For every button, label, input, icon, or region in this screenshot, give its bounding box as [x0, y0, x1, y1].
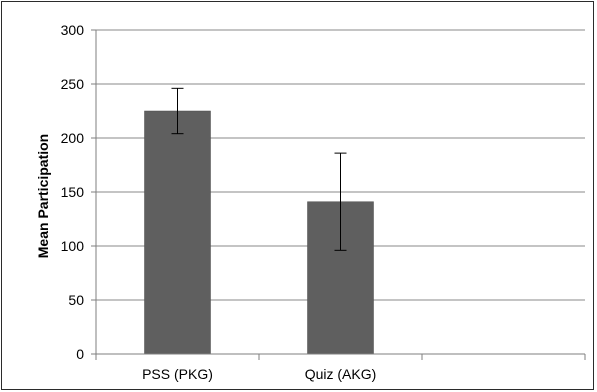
y-tick-label: 0 [76, 346, 84, 362]
tick-labels: 0 50 100 150 200 250 300 PSS (PKG) Quiz (AKG) [61, 22, 377, 382]
y-tick-label: 150 [61, 184, 85, 200]
axes [91, 29, 586, 360]
error-bars [171, 87, 347, 251]
y-tick-label: 250 [61, 76, 85, 92]
x-tick-label: PSS (PKG) [142, 366, 213, 382]
y-axis-label: Mean Participation [35, 134, 51, 258]
y-tick-label: 50 [68, 292, 84, 308]
y-tick-label: 200 [61, 130, 85, 146]
y-tick-label: 100 [61, 238, 85, 254]
y-tick-label: 300 [61, 22, 85, 38]
bar-1 [144, 110, 211, 355]
bars [144, 110, 374, 355]
x-tick-label: Quiz (AKG) [305, 366, 377, 382]
